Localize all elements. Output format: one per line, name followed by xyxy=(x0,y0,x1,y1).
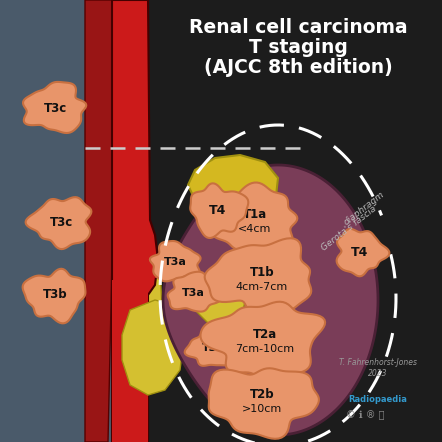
Polygon shape xyxy=(179,260,185,278)
Text: Gerota's fascia: Gerota's fascia xyxy=(320,204,378,252)
Text: T3a: T3a xyxy=(182,288,205,298)
Text: T4: T4 xyxy=(351,245,369,259)
Text: Renal cell carcinoma: Renal cell carcinoma xyxy=(189,18,408,37)
Polygon shape xyxy=(209,368,319,439)
Text: <4cm: <4cm xyxy=(238,224,272,234)
Polygon shape xyxy=(163,165,378,435)
Text: T4: T4 xyxy=(210,203,227,217)
Text: T3b: T3b xyxy=(43,289,67,301)
Polygon shape xyxy=(205,238,311,318)
Polygon shape xyxy=(23,82,86,133)
Polygon shape xyxy=(201,302,325,381)
Text: T3a: T3a xyxy=(164,257,187,267)
Text: T2b: T2b xyxy=(250,389,274,401)
Polygon shape xyxy=(85,0,115,442)
Polygon shape xyxy=(112,0,158,442)
Polygon shape xyxy=(188,155,278,220)
Polygon shape xyxy=(0,0,148,442)
Text: Radiopaedia: Radiopaedia xyxy=(349,396,408,404)
Polygon shape xyxy=(210,183,297,251)
Polygon shape xyxy=(161,260,167,278)
Polygon shape xyxy=(190,183,248,238)
Text: T staging: T staging xyxy=(248,38,347,57)
Text: T3c: T3c xyxy=(50,216,74,229)
Polygon shape xyxy=(185,327,236,366)
Polygon shape xyxy=(167,260,173,278)
Polygon shape xyxy=(122,300,185,395)
Text: T3c: T3c xyxy=(43,102,67,114)
Text: (AJCC 8th edition): (AJCC 8th edition) xyxy=(204,58,392,77)
Text: T1a: T1a xyxy=(243,209,267,221)
Polygon shape xyxy=(150,241,201,281)
Polygon shape xyxy=(155,260,161,278)
Text: © ℹ ® Ⓢ: © ℹ ® Ⓢ xyxy=(346,410,384,420)
Polygon shape xyxy=(168,272,220,312)
Polygon shape xyxy=(26,197,91,249)
Text: 4cm-7cm: 4cm-7cm xyxy=(236,282,288,292)
Text: T2a: T2a xyxy=(253,328,277,342)
Text: 7cm-10cm: 7cm-10cm xyxy=(236,344,294,354)
Polygon shape xyxy=(173,260,179,278)
Polygon shape xyxy=(122,258,162,375)
Text: diaphragm: diaphragm xyxy=(342,189,386,227)
Polygon shape xyxy=(112,280,148,442)
Polygon shape xyxy=(337,229,389,276)
Text: T. Fahrenhorst-Jones
2023: T. Fahrenhorst-Jones 2023 xyxy=(339,358,417,378)
Polygon shape xyxy=(195,278,245,328)
Text: >10cm: >10cm xyxy=(242,404,282,414)
Text: T3a: T3a xyxy=(202,343,225,353)
Polygon shape xyxy=(23,269,85,323)
Text: T1b: T1b xyxy=(250,267,274,279)
